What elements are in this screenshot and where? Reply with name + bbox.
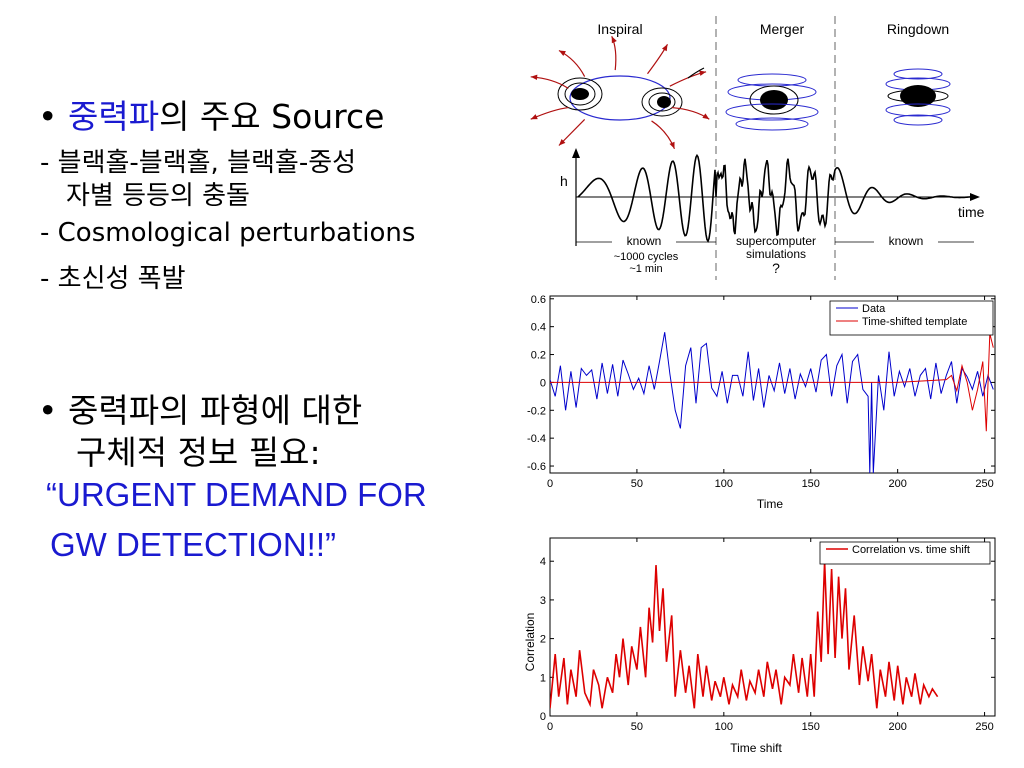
x-tick-label: 200 <box>888 721 906 733</box>
legend-label: Data <box>862 303 886 315</box>
x-axis-label: Time shift <box>730 741 782 755</box>
bullet-rest: 의 주요 Source <box>159 97 385 136</box>
y-tick-label: -0.4 <box>527 433 546 445</box>
urgent-quote-line2: GW DETECTION!!” <box>50 526 336 563</box>
phase-label-merger: Merger <box>760 21 805 37</box>
gw-waveform <box>577 153 975 243</box>
y-tick-label: 1 <box>540 672 546 684</box>
y-tick-label: 0.4 <box>531 322 546 334</box>
radiation-arrowhead <box>702 113 710 120</box>
x-tick-label: 50 <box>631 478 643 490</box>
inspiral-duration: ~1 min <box>629 263 662 275</box>
plot-area: 0 50 100 150 200 250 0.6 0.4 0.2 0 -0.2 -0.4 -0.6 Dat… <box>527 294 996 490</box>
x-tick-label: 150 <box>802 478 820 490</box>
x-tick-label: 200 <box>888 478 906 490</box>
phase-label-ringdown: Ringdown <box>887 21 949 37</box>
time-axis-label: time <box>958 204 985 220</box>
x-tick-label: 100 <box>715 721 733 733</box>
radiation-arrowhead <box>530 74 538 81</box>
slide-text: • 중력파의 주요 Source - 블랙홀-블랙홀, 블랙홀-중성 자별 등등… <box>0 0 510 768</box>
segment-known-right-label: known <box>889 234 924 248</box>
bullet-waveform-line1: 중력파의 파형에 대한 <box>67 391 363 430</box>
x-tick-label: 100 <box>715 478 733 490</box>
segment-label-bg <box>874 234 938 248</box>
merger-illustration <box>725 73 819 131</box>
plot-area: 0 50 100 150 200 250 4 3 2 1 0 Correlation vs. time… <box>540 537 996 733</box>
data-template-chart: 0 50 100 150 200 250 0.6 0.4 0.2 0 -0.2 -0.4 -0.6 Dat… <box>527 294 996 511</box>
h-axis-arrowhead <box>572 148 580 158</box>
radiation-arrowhead <box>699 70 707 76</box>
x-tick-label: 250 <box>975 478 993 490</box>
y-tick-label: 2 <box>540 634 546 646</box>
y-tick-label: 0.2 <box>531 350 546 362</box>
plot-frame <box>549 537 996 717</box>
radiation-arrows <box>530 35 710 150</box>
series-line-1 <box>550 332 994 473</box>
y-tick-label: -0.6 <box>527 461 546 473</box>
segment-known-left-label: known <box>627 234 662 248</box>
highlight-gravitational-waves: 중력파 <box>67 97 160 136</box>
y-tick-label: 0.6 <box>531 294 546 306</box>
gw-phases-diagram: Inspiral Merger Ringdown h time <box>530 16 985 280</box>
radiation-arrowhead <box>611 36 617 44</box>
segment-question-mark: ? <box>772 260 780 276</box>
radiation-arrowhead <box>558 50 566 56</box>
urgent-quote-line1: “URGENT DEMAND FOR <box>46 476 427 513</box>
sub-bullet-supernova: - 초신성 폭발 <box>40 264 186 294</box>
x-tick-label: 0 <box>547 478 553 490</box>
x-axis-label: Time <box>757 497 784 511</box>
h-axis-label: h <box>560 173 568 189</box>
orbit-direction-arrow <box>687 67 705 79</box>
radiation-arrowhead <box>530 114 538 120</box>
bullet-waveform-line2: 구체적 정보 필요: <box>76 433 321 472</box>
y-tick-label: 4 <box>540 556 546 568</box>
legend-box <box>829 300 994 336</box>
y-tick-label: -0.2 <box>527 405 546 417</box>
segment-simulations-label: simulations <box>746 247 806 261</box>
sub-bullet-collisions: - 블랙홀-블랙홀, 블랙홀-중성 <box>40 148 357 178</box>
series-line-2 <box>550 333 994 432</box>
series-line-1 <box>550 561 939 709</box>
legend-label: Correlation vs. time shift <box>852 544 970 556</box>
y-tick-label: 0 <box>540 377 546 389</box>
x-tick-label: 50 <box>631 721 643 733</box>
inspiral-binary-illustration <box>557 75 683 121</box>
sub-bullet-cosmological: - Cosmological perturbations <box>40 218 416 248</box>
x-tick-label: 150 <box>802 721 820 733</box>
ringdown-illustration <box>885 68 951 126</box>
radiation-arrowhead <box>669 141 675 149</box>
bullet-marker: • <box>38 391 58 430</box>
y-axis-label: Correlation <box>523 613 537 672</box>
segment-label-bg <box>612 234 676 248</box>
legend-label: Time-shifted template <box>862 316 967 328</box>
legend-box <box>819 541 991 565</box>
inspiral-cycles: ~1000 cycles <box>614 251 679 263</box>
phase-label-inspiral: Inspiral <box>597 21 642 37</box>
sub-bullet-collisions-cont: 자별 등등의 충돌 <box>66 181 250 211</box>
bullet-waveform-info: • 중력파의 파형에 대한 <box>38 384 362 432</box>
radiation-arrowhead <box>661 44 668 52</box>
bullet-marker: • <box>38 97 58 136</box>
y-tick-label: 0 <box>540 711 546 723</box>
time-axis-arrowhead <box>970 193 980 201</box>
radiation-arrowhead <box>558 138 566 146</box>
x-tick-label: 250 <box>975 721 993 733</box>
y-tick-label: 3 <box>540 595 546 607</box>
x-tick-label: 0 <box>547 721 553 733</box>
correlation-chart: 0 50 100 150 200 250 4 3 2 1 0 Correlation vs. time… <box>523 537 996 755</box>
segment-supercomputer-label: supercomputer <box>736 234 816 248</box>
bullet-gw-sources: • 중력파의 주요 Source <box>38 90 384 138</box>
